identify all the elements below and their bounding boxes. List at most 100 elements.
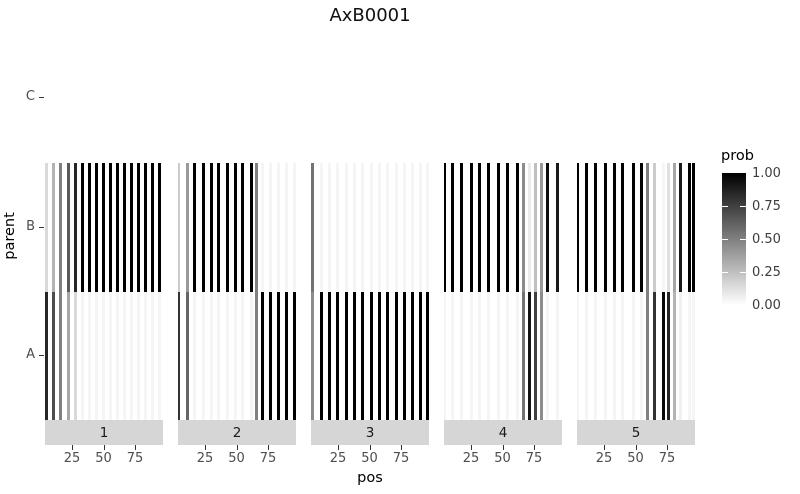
legend-tick-label: 0.25 bbox=[752, 265, 781, 280]
tile-parent-A bbox=[584, 291, 588, 420]
x-tick-label: 75 bbox=[658, 451, 676, 466]
marker-stripe bbox=[593, 163, 597, 420]
marker-stripe bbox=[506, 163, 509, 420]
x-tick-label: 25 bbox=[329, 451, 347, 466]
tile-parent-B bbox=[80, 163, 84, 292]
tile-parent-B bbox=[260, 163, 264, 292]
marker-stripe bbox=[546, 163, 550, 420]
tile-parent-B bbox=[115, 163, 119, 292]
tile-parent-A bbox=[402, 291, 406, 420]
tile-parent-B bbox=[679, 163, 683, 292]
marker-stripe bbox=[661, 163, 665, 420]
marker-stripe bbox=[450, 163, 454, 420]
tile-parent-A bbox=[217, 291, 221, 420]
marker-stripe bbox=[522, 163, 526, 420]
tile-parent-A bbox=[478, 291, 482, 420]
y-axis-title: parent bbox=[2, 212, 18, 260]
tile-parent-A bbox=[151, 291, 155, 420]
tile-parent-A bbox=[241, 291, 245, 420]
marker-stripe bbox=[115, 163, 119, 420]
facet-strip-2: 2 bbox=[178, 420, 296, 445]
marker-stripe bbox=[158, 163, 162, 420]
marker-stripe bbox=[66, 163, 70, 420]
marker-stripe bbox=[336, 163, 340, 420]
tile-parent-A bbox=[621, 291, 625, 420]
tile-parent-A bbox=[115, 291, 119, 420]
marker-stripe bbox=[386, 163, 390, 420]
tile-parent-B bbox=[540, 163, 544, 292]
tile-parent-B bbox=[144, 163, 148, 292]
marker-stripe bbox=[108, 163, 112, 420]
tile-parent-A bbox=[87, 291, 91, 420]
x-tick-mark bbox=[338, 445, 339, 450]
tile-parent-B bbox=[241, 163, 245, 292]
facet-strip-3: 3 bbox=[311, 420, 429, 445]
tile-parent-A bbox=[122, 291, 126, 420]
x-axis-title: pos bbox=[357, 470, 383, 486]
tile-parent-A bbox=[688, 291, 692, 420]
tile-parent-B bbox=[667, 163, 671, 292]
marker-stripe bbox=[469, 163, 473, 420]
tile-parent-B bbox=[101, 163, 105, 292]
tile-parent-B bbox=[217, 163, 221, 292]
tile-parent-A bbox=[419, 291, 423, 420]
tile-parent-A bbox=[487, 291, 491, 420]
tile-parent-A bbox=[652, 291, 656, 420]
tile-parent-A bbox=[533, 291, 537, 420]
tile-parent-B bbox=[377, 163, 381, 292]
x-tick-label: 50 bbox=[627, 451, 644, 466]
y-tick-mark bbox=[39, 355, 44, 356]
marker-stripe bbox=[151, 163, 155, 420]
tile-parent-A bbox=[469, 291, 473, 420]
x-tick-label: 50 bbox=[361, 451, 378, 466]
tile-parent-A bbox=[506, 291, 509, 420]
tile-parent-A bbox=[144, 291, 148, 420]
tile-parent-A bbox=[692, 291, 695, 420]
tile-parent-B bbox=[522, 163, 526, 292]
tile-parent-A bbox=[59, 291, 63, 420]
marker-stripe bbox=[692, 163, 695, 420]
tile-parent-B bbox=[327, 163, 331, 292]
marker-stripe bbox=[487, 163, 491, 420]
tile-parent-B bbox=[130, 163, 133, 292]
x-tick-mark bbox=[103, 445, 105, 450]
tile-parent-B bbox=[450, 163, 454, 292]
marker-stripe bbox=[497, 163, 501, 420]
tile-parent-B bbox=[52, 163, 56, 292]
x-tick-mark bbox=[604, 445, 605, 450]
tile-parent-A bbox=[269, 291, 272, 420]
marker-stripe bbox=[122, 163, 126, 420]
marker-stripe bbox=[193, 163, 197, 420]
tile-parent-A bbox=[327, 291, 331, 420]
marker-stripe bbox=[402, 163, 406, 420]
tile-parent-A bbox=[497, 291, 501, 420]
tile-parent-B bbox=[487, 163, 491, 292]
marker-stripe bbox=[45, 163, 49, 420]
tile-parent-B bbox=[528, 163, 532, 292]
tile-parent-B bbox=[344, 163, 348, 292]
tile-parent-A bbox=[130, 291, 133, 420]
tile-parent-A bbox=[193, 291, 197, 420]
facet-panel-5 bbox=[577, 163, 695, 420]
marker-stripe bbox=[250, 163, 254, 420]
marker-stripe bbox=[178, 163, 180, 420]
tile-parent-A bbox=[352, 291, 356, 420]
x-tick-mark bbox=[205, 445, 206, 450]
tile-parent-A bbox=[667, 291, 671, 420]
legend-tick-mark bbox=[740, 239, 746, 240]
marker-stripe bbox=[59, 163, 63, 420]
facet-panel-4 bbox=[444, 163, 562, 420]
tile-parent-B bbox=[178, 163, 180, 292]
legend-title: prob bbox=[721, 148, 754, 164]
marker-stripe bbox=[319, 163, 323, 420]
tile-parent-A bbox=[603, 291, 607, 420]
y-tick-mark bbox=[39, 227, 44, 228]
tile-parent-A bbox=[284, 291, 288, 420]
marker-stripe bbox=[369, 163, 373, 420]
legend-tick-mark bbox=[722, 206, 728, 207]
tile-parent-A bbox=[178, 291, 180, 420]
tile-parent-A bbox=[556, 291, 560, 420]
tile-parent-B bbox=[193, 163, 197, 292]
tile-parent-B bbox=[469, 163, 473, 292]
x-tick-label: 75 bbox=[392, 451, 410, 466]
